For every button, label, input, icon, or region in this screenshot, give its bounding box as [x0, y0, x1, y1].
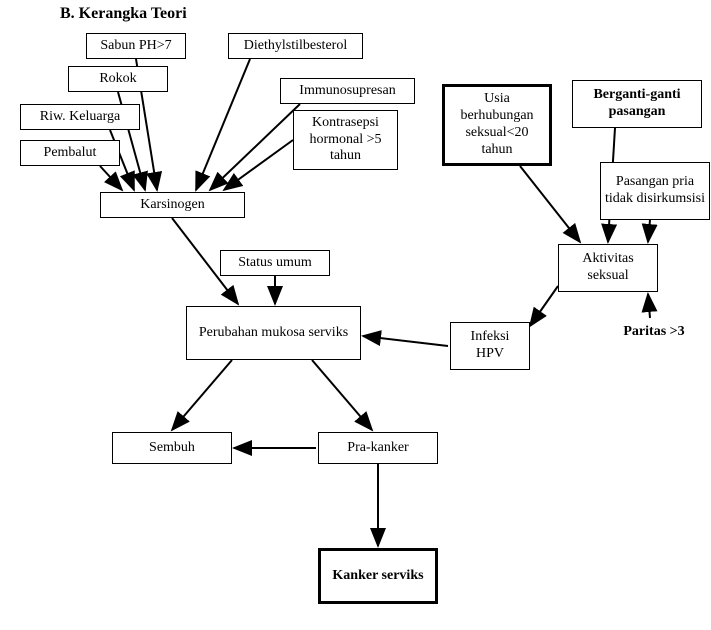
node-hpv: Infeksi HPV — [450, 322, 530, 370]
edge-akt_to_hpv — [530, 286, 558, 326]
node-immuno: Immunosupresan — [280, 78, 415, 104]
node-riw-label: Riw. Keluarga — [40, 109, 120, 126]
node-paritas: Paritas >3 — [604, 320, 704, 344]
node-pasangan-label: Pasangan pria tidak disirkumsisi — [605, 174, 705, 208]
node-kontra: Kontrasepsi hormonal >5 tahun — [293, 110, 398, 170]
edge-paritas_to_akt — [648, 294, 650, 318]
node-perubahan-label: Perubahan mukosa serviks — [199, 325, 348, 342]
node-status-label: Status umum — [238, 255, 312, 272]
node-rokok-label: Rokok — [99, 71, 136, 88]
node-riw: Riw. Keluarga — [20, 104, 140, 130]
node-aktivitas-label: Aktivitas seksual — [563, 251, 653, 285]
node-kanker: Kanker serviks — [318, 548, 438, 604]
node-pembalut: Pembalut — [20, 140, 120, 166]
edge-usia_to_akt — [520, 166, 580, 242]
node-kanker-label: Kanker serviks — [332, 568, 423, 585]
node-sembuh: Sembuh — [112, 432, 232, 464]
section-title-text: B. Kerangka Teori — [60, 5, 187, 23]
node-sabun-label: Sabun PH>7 — [100, 38, 171, 55]
edge-perub_to_sembuh — [172, 360, 232, 430]
edge-diethyl_b — [196, 59, 250, 190]
node-karsino: Karsinogen — [100, 192, 245, 218]
node-pembalut-label: Pembalut — [44, 145, 97, 162]
node-rokok: Rokok — [68, 66, 168, 92]
node-usia: Usia berhubungan seksual<20 tahun — [442, 84, 552, 166]
edge-perub_to_prak — [312, 360, 372, 430]
node-diethyl: Diethylstilbesterol — [228, 33, 363, 59]
node-immuno-label: Immunosupresan — [299, 83, 395, 100]
node-status: Status umum — [220, 250, 330, 276]
node-prakanker-label: Pra-kanker — [347, 440, 408, 457]
node-kontra-label: Kontrasepsi hormonal >5 tahun — [298, 115, 393, 165]
edge-kontra_l — [224, 140, 293, 190]
node-prakanker: Pra-kanker — [318, 432, 438, 464]
node-perubahan: Perubahan mukosa serviks — [186, 306, 361, 360]
node-sabun: Sabun PH>7 — [86, 33, 186, 59]
node-hpv-label: Infeksi HPV — [455, 329, 525, 363]
node-usia-label: Usia berhubungan seksual<20 tahun — [449, 91, 545, 158]
edge-immuno_b — [210, 104, 300, 190]
node-berganti: Berganti-ganti pasangan — [572, 80, 702, 128]
node-paritas-label: Paritas >3 — [623, 324, 684, 340]
node-sembuh-label: Sembuh — [149, 440, 195, 457]
edge-pasangan_to_akt — [648, 220, 650, 242]
edge-hpv_to_perub — [363, 336, 448, 346]
node-karsino-label: Karsinogen — [140, 197, 205, 214]
edge-pembalut_b — [100, 166, 122, 190]
node-pasangan: Pasangan pria tidak disirkumsisi — [600, 162, 710, 220]
node-berganti-label: Berganti-ganti pasangan — [577, 87, 697, 121]
section-title: B. Kerangka Teori — [60, 5, 187, 23]
node-aktivitas: Aktivitas seksual — [558, 244, 658, 292]
node-diethyl-label: Diethylstilbesterol — [244, 38, 347, 55]
